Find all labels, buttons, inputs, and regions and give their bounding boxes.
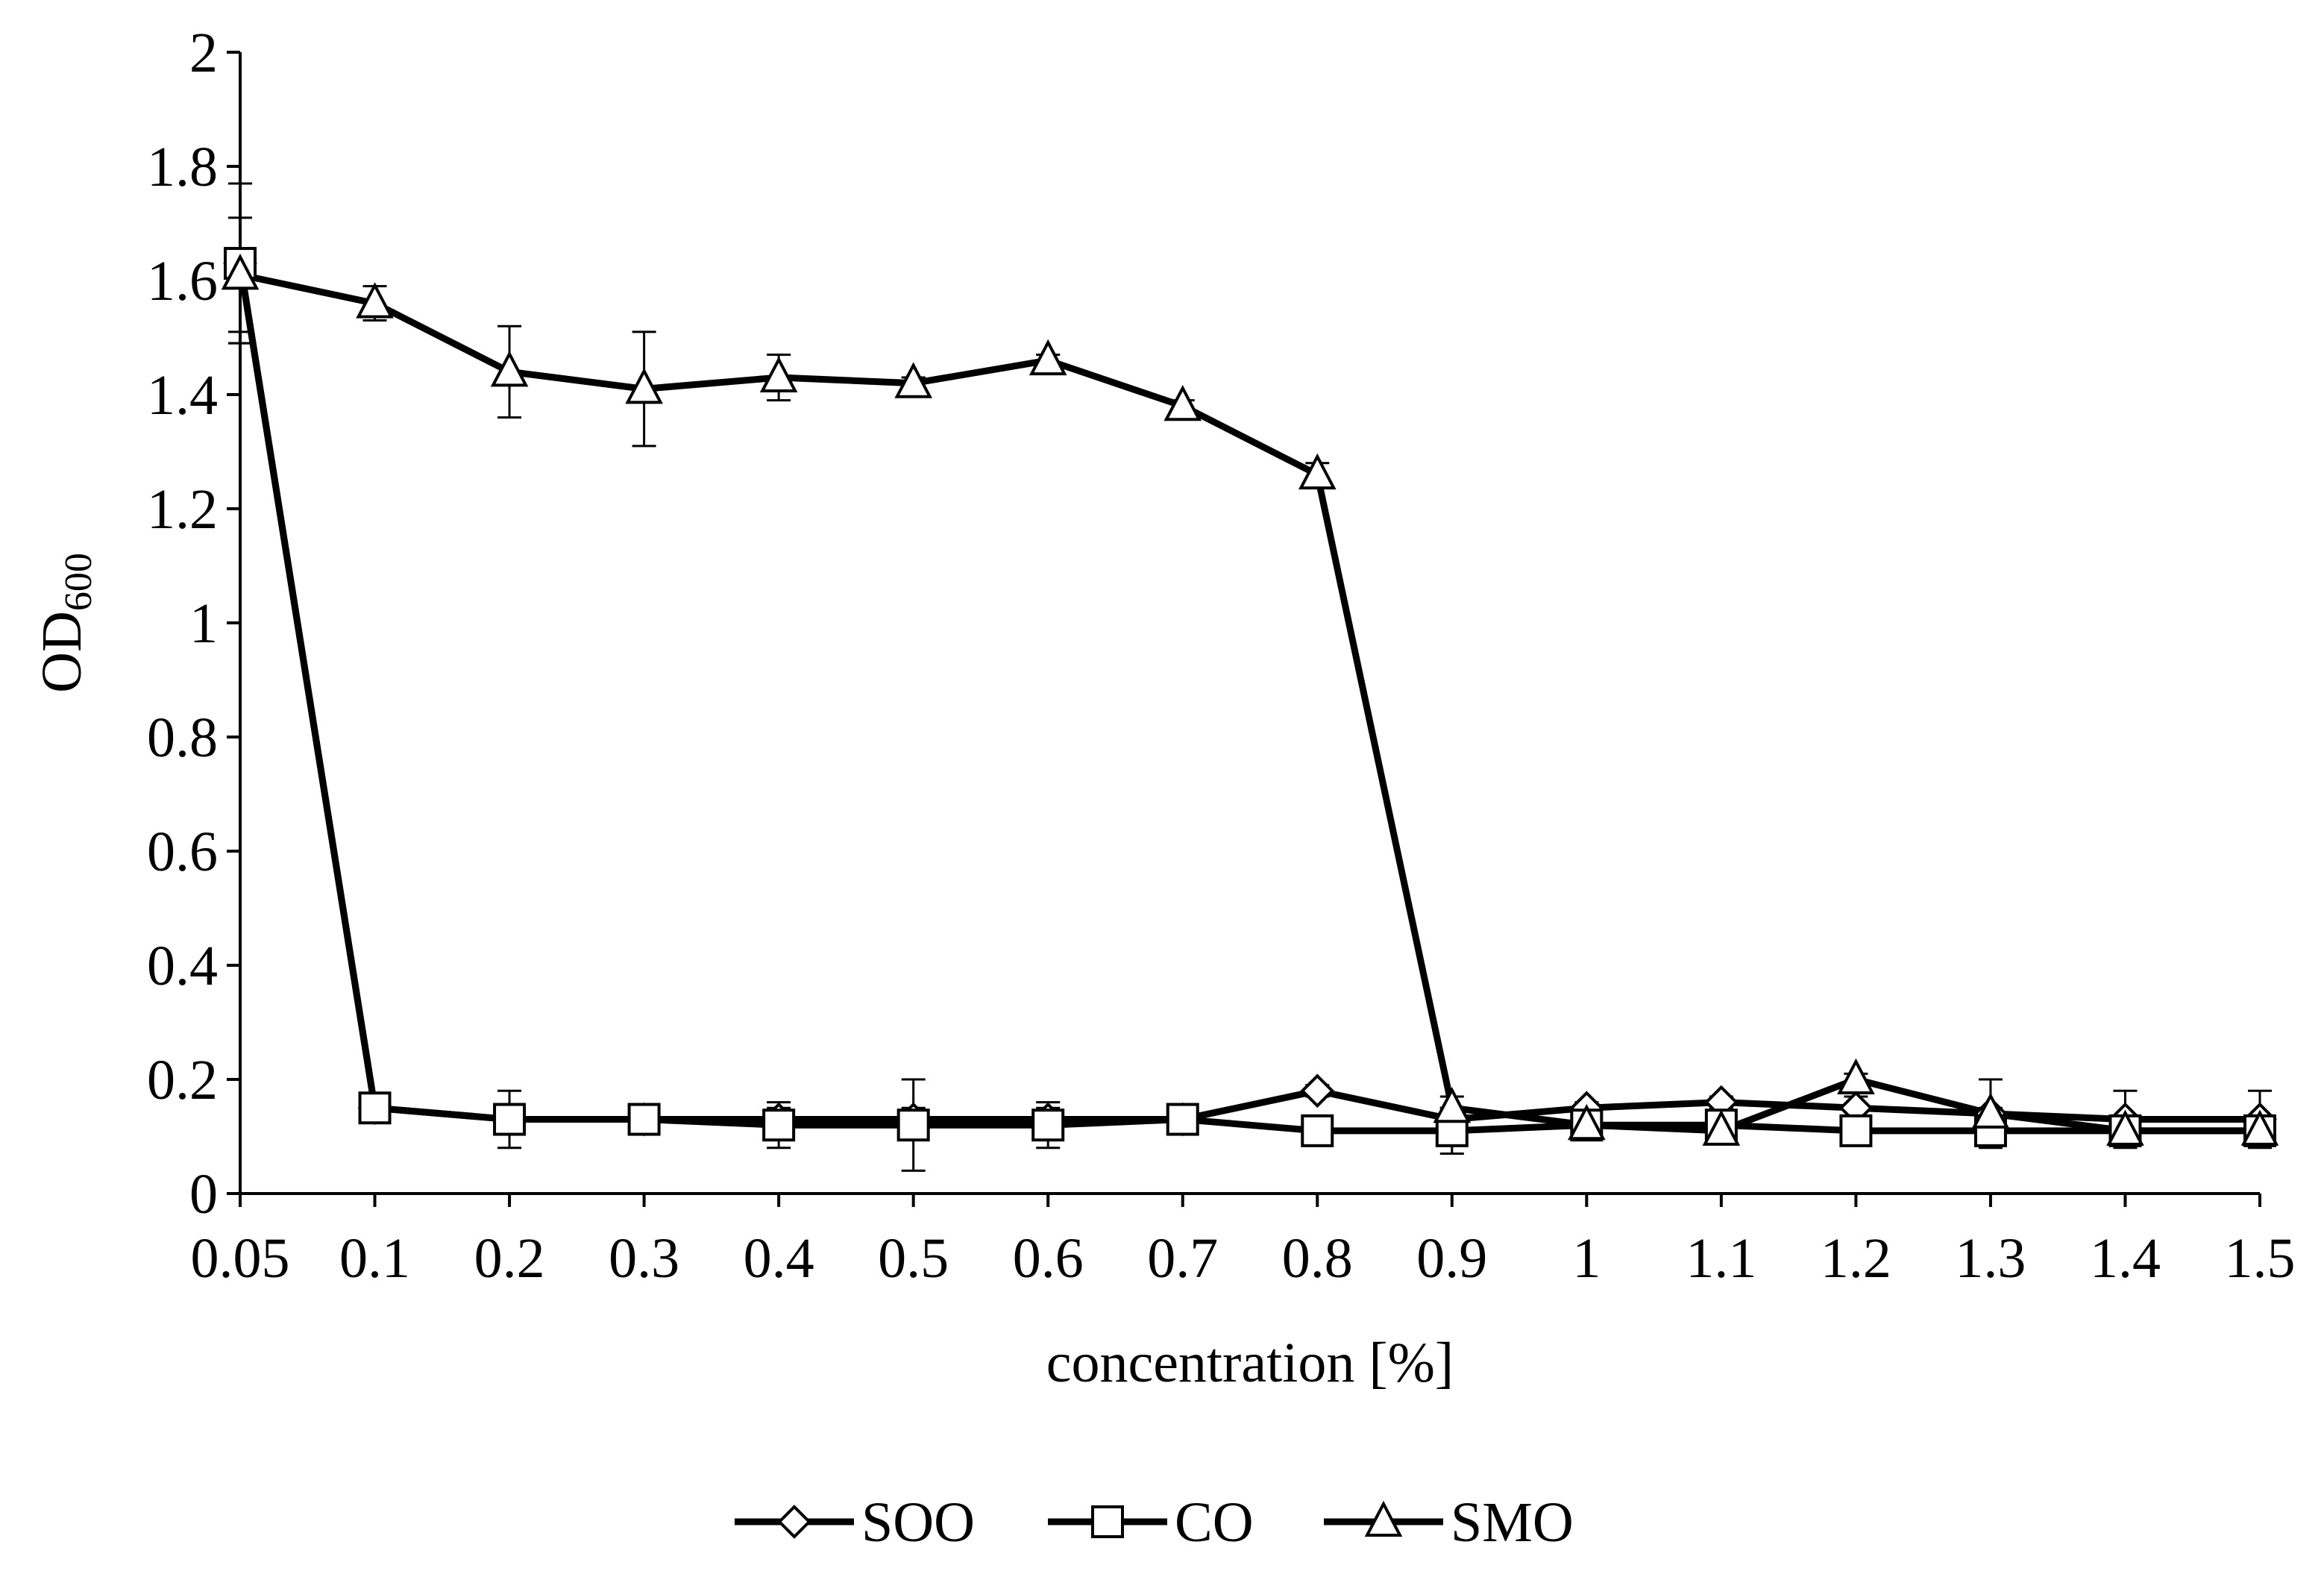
error-bars — [228, 182, 2272, 1172]
x-tick-label: 1.5 — [2225, 1227, 2296, 1290]
series-lines — [236, 263, 2260, 1135]
axes — [239, 52, 2260, 1195]
x-tick-label: 0.2 — [474, 1227, 545, 1290]
x-tick-label: 0.5 — [878, 1227, 949, 1290]
data-point-soo — [1300, 1073, 1335, 1109]
y-tick-label: 2 — [189, 22, 218, 84]
y-tick-label: 0 — [189, 1163, 218, 1226]
data-point-co — [762, 1109, 796, 1142]
y-tick-label: 0.4 — [147, 935, 218, 997]
markers — [221, 246, 2279, 1147]
data-point-smo — [1702, 1109, 1741, 1146]
x-tick-label: 1.1 — [1686, 1227, 1756, 1290]
legend-marker-co — [1091, 1505, 1124, 1538]
data-point-smo — [1971, 1092, 2010, 1129]
x-ticks: 0.05 0.1 0.2 0.3 0.4 0.5 0.6 0.7 0.8 0.9 1 1.1 1.2 1.… — [191, 1194, 2296, 1290]
x-tick-label: 1.2 — [1821, 1227, 1891, 1290]
series-line-soo — [236, 263, 2260, 1123]
legend-label-smo: SMO — [1451, 1491, 1574, 1554]
data-point-smo — [2240, 1109, 2279, 1146]
data-point-smo — [1298, 453, 1337, 490]
legend-label-co: CO — [1175, 1491, 1254, 1554]
x-tick-label: 0.7 — [1147, 1227, 1218, 1290]
x-tick-label: 1.4 — [2090, 1227, 2161, 1290]
y-tick-label: 0.2 — [147, 1049, 218, 1111]
data-point-smo — [1568, 1103, 1606, 1141]
data-point-co — [493, 1103, 527, 1136]
data-point-co — [627, 1103, 661, 1136]
x-tick-label: 0.9 — [1416, 1227, 1487, 1290]
y-axis-title-main: OD — [31, 611, 93, 693]
data-point-smo — [1433, 1086, 1472, 1123]
data-point-co — [1839, 1114, 1873, 1147]
data-point-smo — [759, 356, 798, 393]
x-tick-label: 0.3 — [609, 1227, 679, 1290]
data-point-smo — [1028, 339, 1067, 376]
legend: SOO CO SMO — [735, 1491, 1574, 1554]
y-axis-title: OD600 — [31, 553, 100, 693]
y-tick-label: 1.4 — [147, 364, 218, 427]
data-point-smo — [894, 362, 932, 398]
data-point-smo — [625, 368, 663, 404]
data-point-smo — [356, 282, 394, 319]
legend-marker-soo — [777, 1505, 811, 1539]
y-tick-label: 0.6 — [147, 821, 218, 883]
y-tick-label: 1 — [189, 592, 218, 655]
x-tick-label: 0.4 — [744, 1227, 814, 1290]
x-tick-label: 1 — [1572, 1227, 1601, 1290]
x-axis-title: concentration [%] — [1046, 1332, 1454, 1394]
x-tick-label: 0.05 — [191, 1227, 290, 1290]
data-point-smo — [221, 254, 260, 290]
data-point-co — [358, 1091, 392, 1125]
data-point-smo — [2106, 1109, 2144, 1146]
series-line-co — [236, 263, 2260, 1135]
y-tick-label: 0.8 — [147, 706, 218, 769]
data-point-co — [1031, 1109, 1065, 1142]
legend-marker-smo — [1364, 1500, 1403, 1537]
y-tick-label: 1.8 — [147, 136, 218, 198]
y-axis-title-subscript: 600 — [57, 553, 100, 611]
data-point-smo — [490, 351, 529, 387]
data-point-smo — [1163, 384, 1202, 421]
y-ticks: 0 0.2 0.4 0.6 0.8 1 1.2 1.4 1.6 1.8 2 — [147, 22, 240, 1226]
data-point-co — [1301, 1114, 1334, 1147]
x-tick-label: 0.6 — [1013, 1227, 1084, 1290]
data-point-smo — [1837, 1058, 1875, 1094]
y-tick-label: 1.2 — [147, 478, 218, 541]
legend-label-soo: SOO — [861, 1491, 975, 1554]
x-tick-label: 0.8 — [1282, 1227, 1353, 1290]
x-tick-label: 1.3 — [1955, 1227, 2026, 1290]
series-line-smo — [239, 271, 2260, 1135]
x-tick-label: 0.1 — [339, 1227, 410, 1290]
data-point-co — [896, 1109, 930, 1142]
data-point-co — [1166, 1103, 1199, 1136]
y-tick-label: 1.6 — [147, 250, 218, 313]
